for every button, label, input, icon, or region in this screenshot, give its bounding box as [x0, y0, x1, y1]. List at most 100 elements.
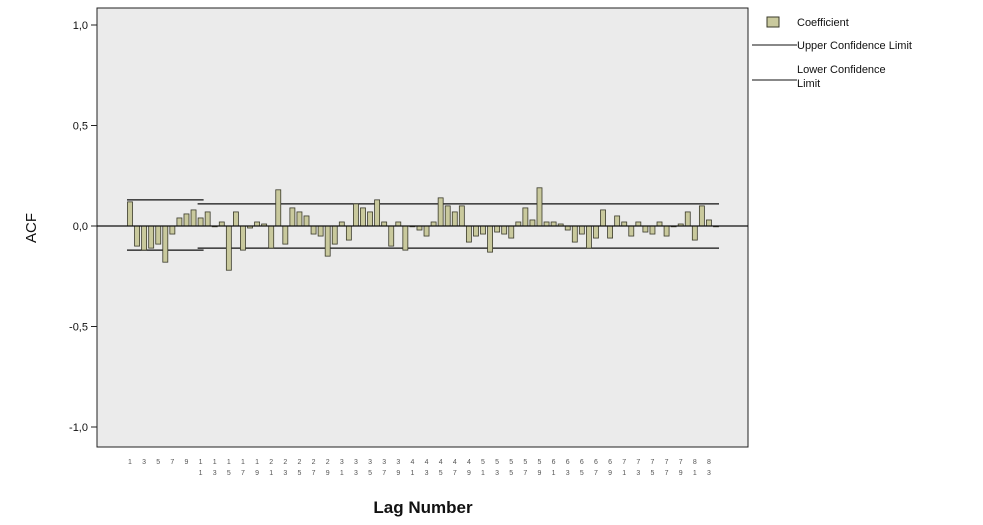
x-tick-label-second-row: 9 — [326, 470, 330, 477]
x-tick-label-second-row: 5 — [509, 470, 513, 477]
x-tick-label: 6 — [580, 459, 584, 466]
acf-bar — [204, 211, 211, 227]
acf-bar — [458, 205, 465, 227]
acf-bar — [148, 225, 155, 249]
x-tick-label: 5 — [156, 459, 160, 466]
y-axis-title: ACF — [23, 213, 40, 243]
x-tick-label-second-row: 5 — [651, 470, 655, 477]
acf-bar — [473, 225, 479, 237]
acf-bar — [698, 205, 705, 227]
acf-bar — [338, 221, 345, 227]
acf-bar — [451, 211, 458, 227]
x-tick-label-second-row: 1 — [340, 470, 344, 477]
x-tick-label-second-row: 7 — [241, 470, 245, 477]
x-tick-label: 7 — [665, 459, 669, 466]
x-tick-label-second-row: 9 — [608, 470, 612, 477]
legend: Coefficient Upper Confidence Limit Lower… — [752, 16, 912, 90]
acf-bar — [381, 221, 388, 227]
acf-bar — [240, 225, 246, 251]
acf-bar — [134, 225, 140, 247]
acf-bar — [480, 225, 486, 235]
x-tick-label: 1 — [213, 459, 217, 466]
x-tick-label: 4 — [439, 459, 443, 466]
acf-bar — [155, 225, 162, 245]
x-tick-label-second-row: 9 — [255, 470, 259, 477]
acf-bar — [303, 215, 310, 227]
x-tick-label-second-row: 7 — [453, 470, 457, 477]
x-tick-label-second-row: 1 — [410, 470, 414, 477]
x-tick-label-second-row: 7 — [382, 470, 386, 477]
x-tick-label-second-row: 3 — [566, 470, 570, 477]
acf-bar — [183, 213, 190, 227]
x-tick-label-second-row: 9 — [538, 470, 542, 477]
acf-bar — [360, 207, 366, 227]
acf-bar — [402, 225, 409, 251]
acf-bar — [289, 207, 296, 227]
acf-bar — [593, 225, 599, 239]
x-tick-label: 2 — [312, 459, 316, 466]
x-tick-label-second-row: 5 — [368, 470, 372, 477]
acf-bar — [353, 203, 359, 227]
acf-bar — [550, 221, 557, 227]
acf-bar — [515, 221, 522, 227]
x-tick-label-second-row: 1 — [552, 470, 556, 477]
x-tick-label: 9 — [185, 459, 189, 466]
x-tick-label: 2 — [326, 459, 330, 466]
acf-bar — [543, 221, 550, 227]
acf-bar — [225, 225, 232, 271]
acf-bar — [522, 207, 529, 227]
x-tick-label-second-row: 7 — [523, 470, 527, 477]
x-tick-label: 3 — [354, 459, 358, 466]
acf-bar — [423, 225, 430, 237]
acf-bar — [141, 225, 148, 251]
y-tick-label: 0,0 — [73, 221, 88, 233]
x-tick-label-second-row: 3 — [354, 470, 358, 477]
x-tick-label-second-row: 9 — [396, 470, 400, 477]
y-tick-label: -0,5 — [69, 322, 88, 334]
x-tick-label: 1 — [241, 459, 245, 466]
acf-bar — [586, 225, 592, 249]
x-tick-label: 6 — [594, 459, 598, 466]
acf-bar — [268, 225, 275, 249]
x-tick-label: 7 — [651, 459, 655, 466]
x-tick-label-second-row: 3 — [425, 470, 429, 477]
x-tick-label: 1 — [227, 459, 231, 466]
acf-bar — [374, 199, 381, 227]
legend-coefficient-label: Coefficient — [797, 17, 849, 29]
acf-bar — [296, 211, 303, 227]
acf-bar — [494, 225, 501, 233]
acf-bar — [367, 211, 373, 227]
x-tick-label: 4 — [453, 459, 457, 466]
x-tick-label: 4 — [467, 459, 471, 466]
x-tick-label: 7 — [679, 459, 683, 466]
x-tick-label: 5 — [495, 459, 499, 466]
x-tick-label: 7 — [170, 459, 174, 466]
acf-bar — [621, 221, 628, 227]
acf-bar — [444, 205, 451, 227]
acf-bar — [656, 221, 663, 227]
acf-bar — [706, 219, 712, 227]
x-axis: 1 3 5 7 9 11131517192123252729313335373941434… — [128, 459, 711, 477]
x-axis-title: Lag Number — [373, 498, 473, 517]
acf-bar — [324, 225, 331, 257]
acf-bar — [331, 225, 338, 245]
x-tick-label: 3 — [142, 459, 146, 466]
acf-bar — [529, 219, 536, 227]
acf-bar — [642, 225, 649, 233]
x-tick-label-second-row: 9 — [467, 470, 471, 477]
acf-bar — [564, 225, 571, 231]
x-tick-label: 1 — [255, 459, 259, 466]
x-tick-label: 8 — [693, 459, 697, 466]
acf-bar — [317, 225, 324, 237]
acf-bar — [501, 225, 508, 235]
x-tick-label: 3 — [368, 459, 372, 466]
acf-bar — [310, 225, 317, 235]
x-tick-label: 7 — [622, 459, 626, 466]
x-tick-label: 5 — [523, 459, 527, 466]
acf-bar — [395, 221, 402, 227]
x-tick-label-second-row: 7 — [594, 470, 598, 477]
y-tick-label: -1,0 — [69, 422, 88, 434]
x-tick-label-second-row: 5 — [227, 470, 231, 477]
x-tick-label-second-row: 1 — [481, 470, 485, 477]
